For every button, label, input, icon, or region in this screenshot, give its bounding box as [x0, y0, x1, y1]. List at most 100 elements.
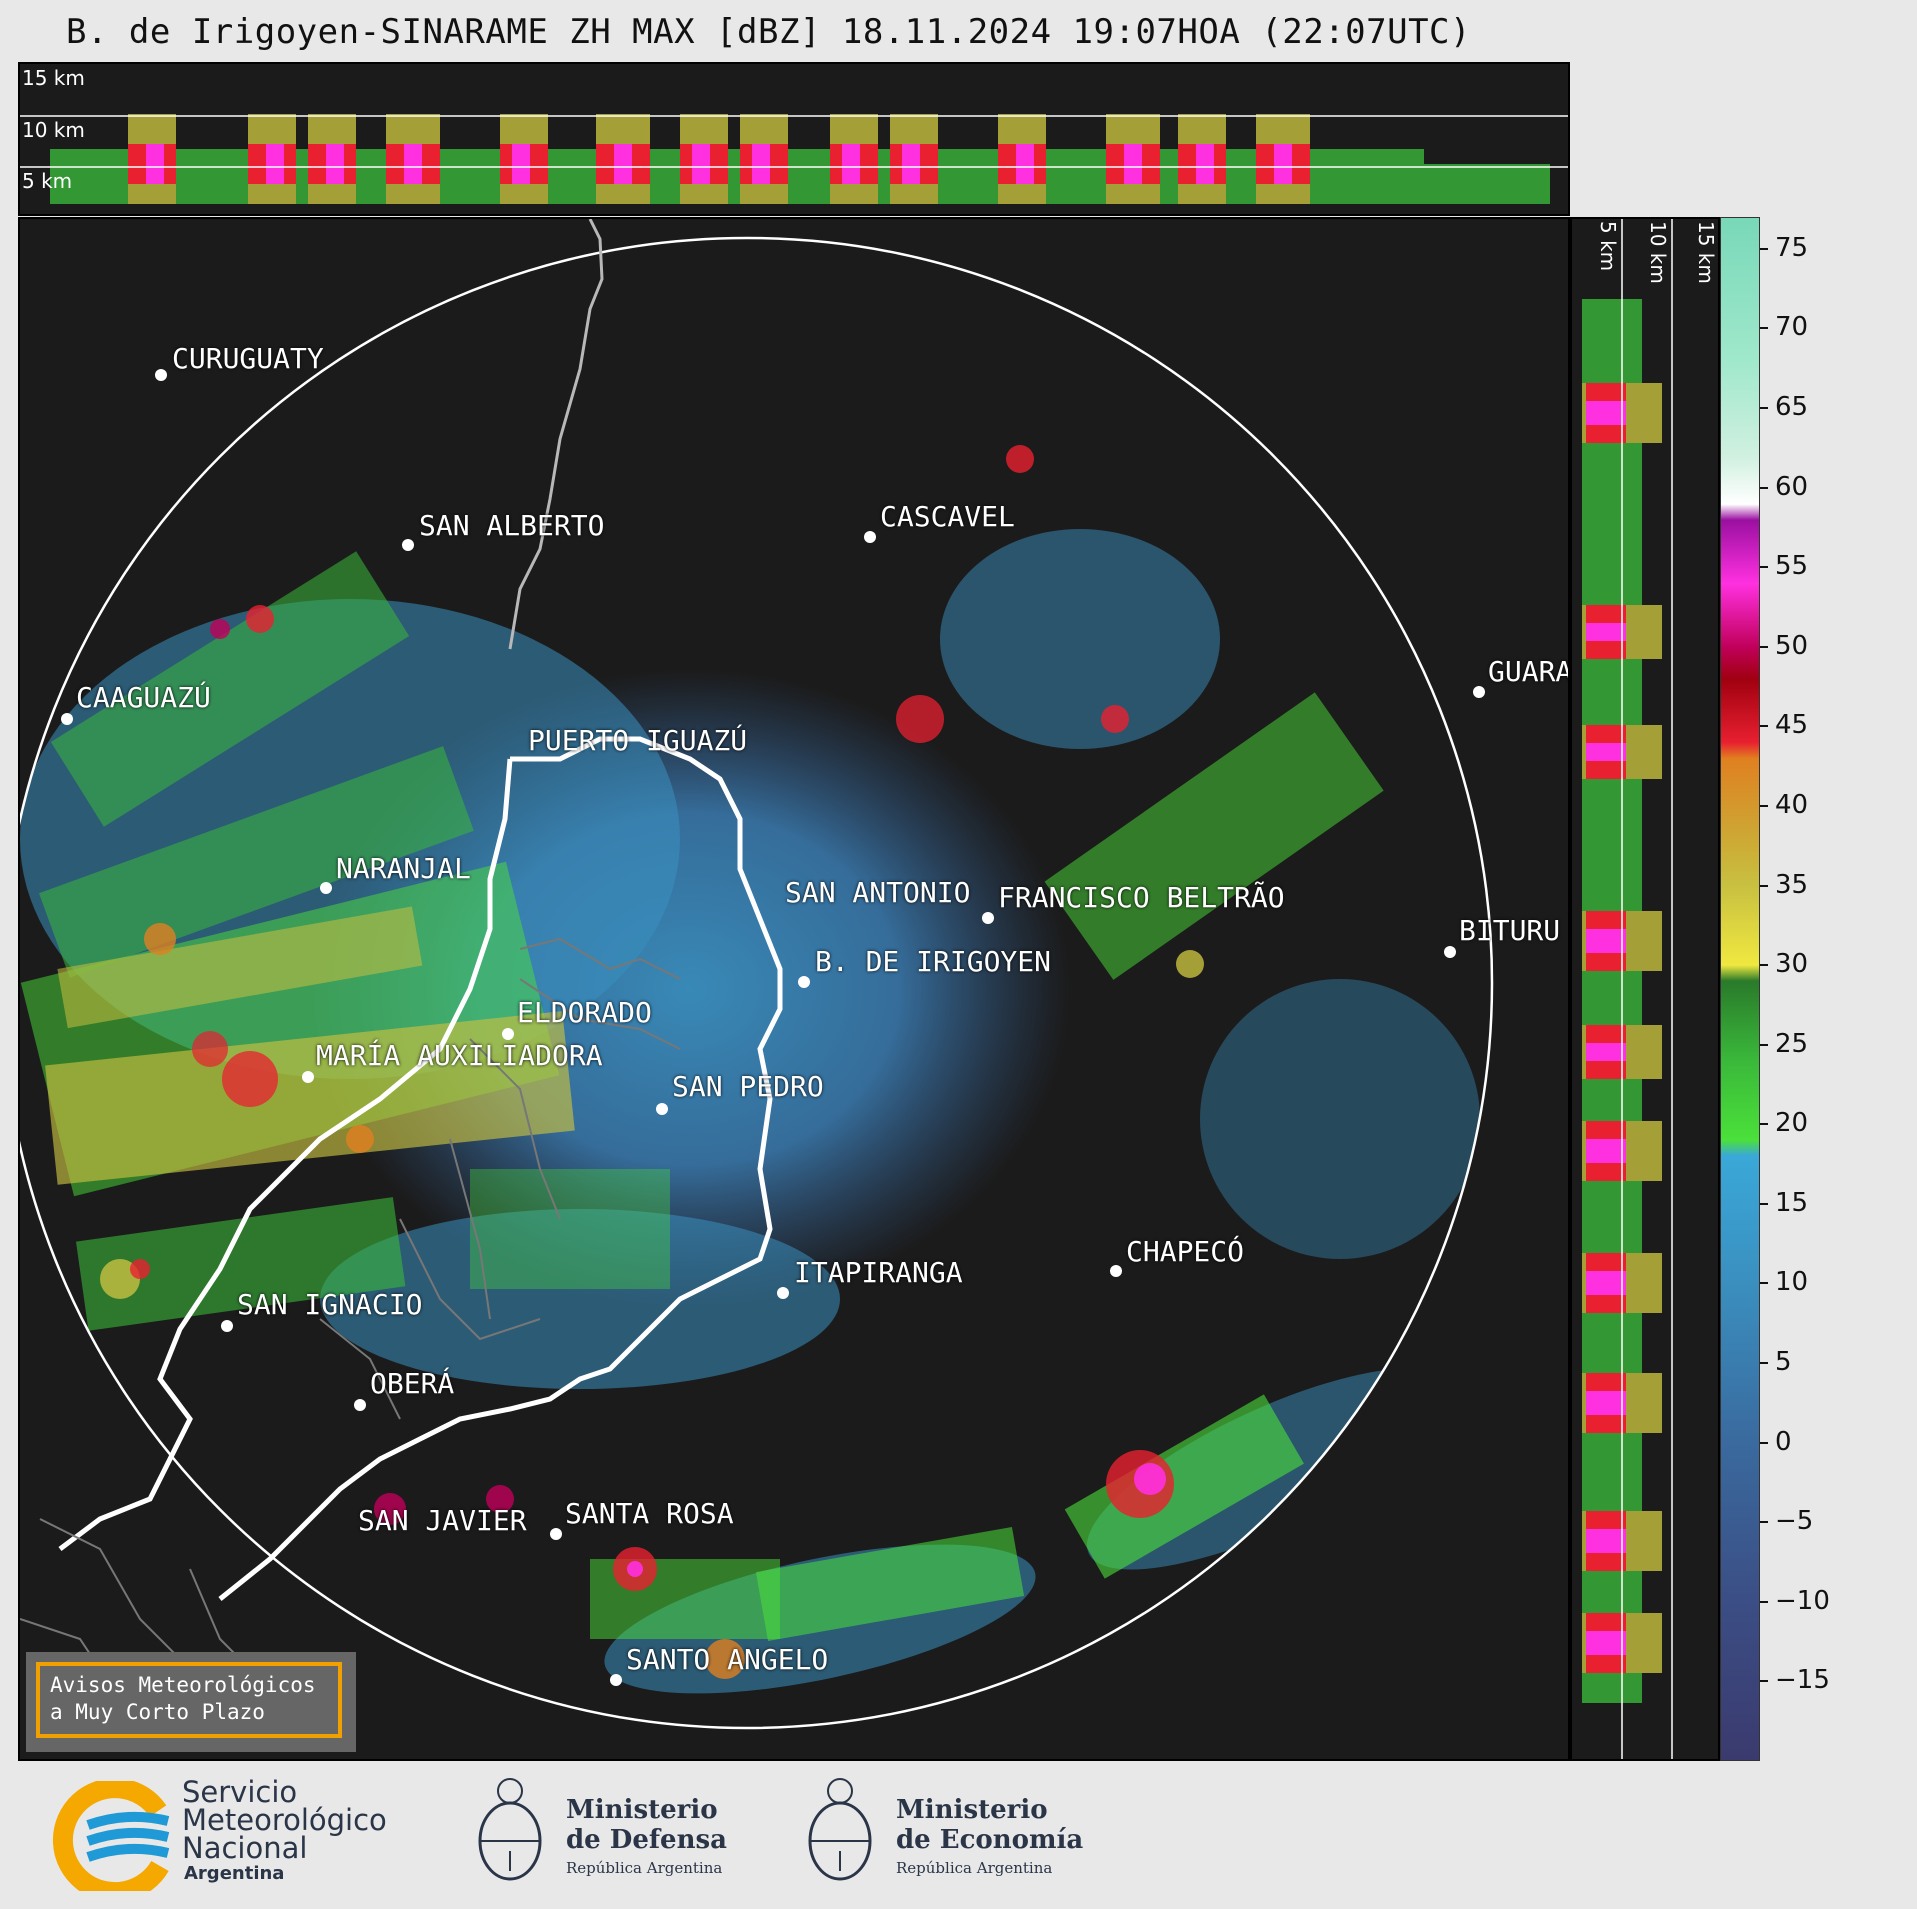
radar-range-ring [20, 236, 1494, 1730]
echo-column [494, 149, 500, 204]
colorbar-tick-label: 70 [1775, 312, 1809, 343]
echo-column [1448, 164, 1454, 204]
city-label: ELDORADO [517, 996, 652, 1029]
echo-column [578, 149, 584, 204]
city-label: GUARA [1488, 655, 1570, 688]
echo-column [812, 149, 818, 204]
colorbar-tick [1760, 407, 1768, 409]
echo-core [1586, 1163, 1626, 1169]
echo-column [458, 149, 464, 204]
dbz-colorbar [1720, 217, 1760, 1761]
radar-map-panel[interactable]: CURUGUATY SAN ALBERTO CASCAVEL CAAGUAZÚ … [18, 217, 1570, 1761]
echo-core [1202, 144, 1208, 184]
echo-core [752, 144, 758, 184]
echo-column [1496, 164, 1502, 204]
echo-row [1582, 1343, 1642, 1349]
echo-column [1100, 149, 1106, 204]
colorbar-tick-label: −10 [1775, 1585, 1830, 1616]
echo-row [1582, 857, 1642, 863]
echo-core [1586, 1517, 1626, 1523]
alt-label-15km: 15 km [22, 66, 85, 90]
city-dot [402, 539, 414, 551]
echo-row [1582, 881, 1642, 887]
echo-core [1586, 1067, 1626, 1073]
echo-column [1394, 149, 1400, 204]
echo-column [878, 149, 884, 204]
echo-core [1586, 617, 1626, 623]
echo-core [1178, 144, 1184, 184]
alert-box[interactable]: Avisos Meteorológicos a Muy Corto Plazo [26, 1652, 356, 1752]
echo-core [1274, 144, 1280, 184]
echo-core [1586, 917, 1626, 923]
echo-core [416, 144, 422, 184]
colorbar-tick-label: 25 [1775, 1028, 1809, 1059]
defensa-line-1: Ministerio [566, 1795, 718, 1825]
echo-column [242, 149, 248, 204]
echo-core [860, 144, 866, 184]
echo-core [344, 144, 350, 184]
echo-row [1582, 1247, 1642, 1253]
echo-core [1292, 144, 1298, 184]
echo-core [1586, 911, 1626, 917]
argentina-coat-of-arms-icon [478, 1778, 542, 1881]
colorbar-tick-label: 35 [1775, 869, 1809, 900]
echo-core [710, 144, 716, 184]
echo-core [1586, 1301, 1626, 1307]
echo-core [1586, 1625, 1626, 1631]
echo-core [764, 144, 770, 184]
echo-column [1226, 149, 1232, 204]
echo-column [1442, 164, 1448, 204]
echo-core [872, 144, 878, 184]
echo-column [548, 149, 554, 204]
echo-core [1586, 1283, 1626, 1289]
echo-column [482, 149, 488, 204]
echo-column [1238, 149, 1244, 204]
echo-core [1586, 1427, 1626, 1433]
echo-row [1582, 1013, 1642, 1019]
echo-column [1454, 164, 1460, 204]
city-dot [982, 912, 994, 924]
smn-line-1: Servicio [182, 1775, 298, 1809]
echo-column [788, 149, 794, 204]
colorbar-tick-label: 30 [1775, 949, 1809, 980]
echo-column [1082, 149, 1088, 204]
echo-core [1586, 1031, 1626, 1037]
echo-row [1582, 1091, 1642, 1097]
echo-column [116, 149, 122, 204]
echo-column [194, 149, 200, 204]
echo-row [1582, 701, 1642, 707]
echo-row [1582, 1451, 1642, 1457]
echo-row [1582, 1577, 1642, 1583]
colorbar-tick-label: −5 [1775, 1506, 1814, 1537]
echo-core [1586, 965, 1626, 971]
echo-row [1582, 1313, 1642, 1319]
echo-row [1582, 689, 1642, 695]
echo-row [1582, 461, 1642, 467]
echo-row [1582, 1439, 1642, 1445]
echo-column [1232, 149, 1238, 204]
echo-core [278, 144, 284, 184]
echo-row [1582, 365, 1642, 371]
colorbar-tick-label: 10 [1775, 1267, 1809, 1298]
echo-core [1586, 1151, 1626, 1157]
echo-core [284, 144, 290, 184]
echo-core [254, 144, 260, 184]
echo-column [938, 149, 944, 204]
echo-row [1582, 299, 1642, 305]
colorbar-tick [1760, 1123, 1768, 1126]
city-dot [302, 1071, 314, 1083]
echo-row [1582, 1601, 1642, 1607]
echo-core [1586, 923, 1626, 929]
city-dot [864, 531, 876, 543]
echo-row [1582, 1673, 1642, 1679]
echo-core [632, 144, 638, 184]
city-label: SAN PEDRO [672, 1070, 824, 1103]
echo-column [968, 149, 974, 204]
echo-column [734, 149, 740, 204]
city-dot [777, 1287, 789, 1299]
echo-row [1582, 1481, 1642, 1487]
echo-core [692, 144, 698, 184]
echo-core [1256, 144, 1262, 184]
echo-core [314, 144, 320, 184]
echo-column [92, 149, 98, 204]
